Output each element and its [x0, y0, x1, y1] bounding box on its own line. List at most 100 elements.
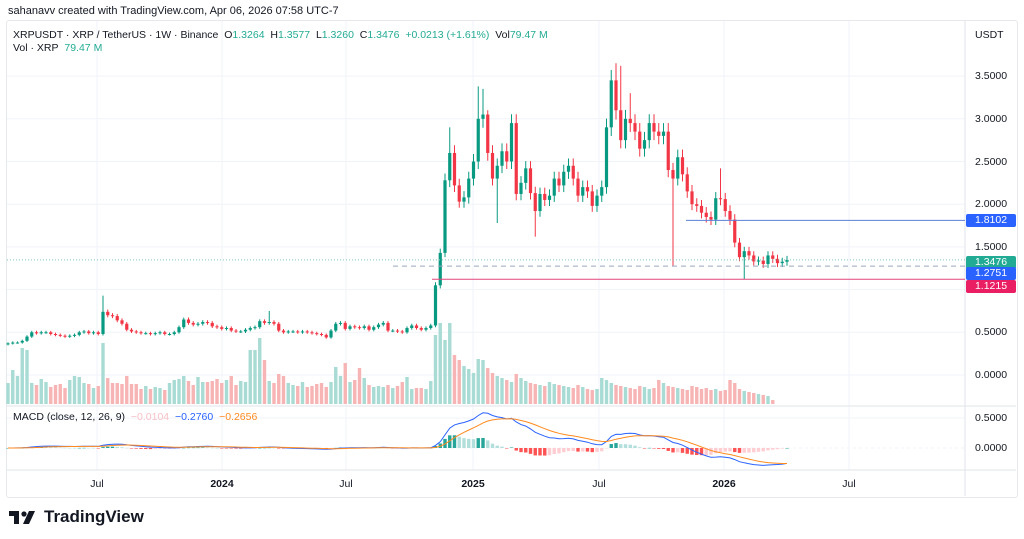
volume-bar — [20, 348, 24, 404]
volume-bar — [82, 383, 86, 404]
candle — [376, 324, 381, 328]
candle — [638, 131, 642, 149]
macd-histogram-bar — [676, 448, 680, 453]
candle — [538, 193, 542, 212]
open-value: 1.3264 — [232, 29, 265, 41]
macd-histogram-bar — [68, 447, 72, 449]
volume-bar — [457, 360, 461, 404]
currency-unit[interactable]: USDT — [975, 29, 1004, 41]
candle — [676, 157, 680, 179]
candle — [628, 118, 632, 124]
candle — [657, 131, 661, 136]
volume-bar — [614, 385, 618, 404]
macd-histogram-bar — [742, 448, 746, 453]
candle — [343, 322, 347, 329]
macd-histogram-bar — [457, 436, 461, 448]
volume-bar — [262, 360, 267, 404]
volume-bar — [737, 389, 742, 404]
candle — [348, 326, 352, 329]
volume-bar — [571, 388, 575, 404]
volume-bar — [25, 350, 29, 404]
macd-histogram-bar — [49, 447, 53, 448]
macd-histogram-bar — [709, 448, 713, 455]
volume-bar — [277, 374, 281, 404]
macd-histogram-bar — [220, 448, 224, 449]
volume-bar — [509, 382, 514, 404]
volume-bar — [619, 386, 623, 404]
volume-bar — [34, 385, 39, 404]
macd-histogram-bar — [134, 448, 138, 449]
chart-frame — [6, 20, 1018, 498]
volume-bar — [15, 376, 20, 404]
candle — [329, 330, 333, 338]
macd-histogram-bar — [780, 448, 784, 449]
candle — [476, 118, 480, 162]
candle — [315, 333, 319, 335]
candle — [91, 332, 96, 334]
candle — [419, 328, 423, 330]
price-tick-label: 3.0000 — [975, 112, 1008, 125]
volume-bar — [286, 383, 290, 404]
candle — [15, 342, 20, 344]
volume-bar — [53, 385, 58, 404]
macd-histogram-bar — [191, 447, 195, 449]
volume-bar — [609, 383, 613, 404]
macd-histogram-bar — [756, 448, 761, 452]
change-value: +0.0213 (+1.61%) — [405, 29, 490, 41]
volume-bar — [766, 396, 770, 404]
macd-histogram-bar — [761, 448, 765, 452]
candle — [747, 251, 751, 256]
volume-bar — [243, 382, 248, 404]
candle — [224, 328, 229, 330]
macd-histogram-bar — [576, 448, 580, 452]
candle — [481, 114, 485, 119]
macd-label[interactable]: MACD (close, 12, 26, 9) — [13, 411, 126, 423]
macd-histogram-bar — [557, 448, 561, 454]
macd-histogram-bar — [505, 448, 509, 449]
volume-bar — [600, 378, 604, 404]
volume-bar — [115, 383, 119, 404]
candle — [353, 326, 357, 328]
price-label: 1.8102 — [966, 214, 1016, 227]
macd-histogram-bar — [476, 438, 480, 448]
volume-bar — [186, 381, 191, 404]
candle — [452, 152, 457, 186]
volume-bar — [68, 380, 72, 404]
volume-bar — [224, 380, 229, 404]
macd-histogram-bar — [334, 447, 338, 449]
volume-bar — [291, 385, 295, 404]
candle — [552, 178, 556, 196]
macd-histogram-bar — [528, 448, 533, 454]
candle — [742, 251, 746, 258]
volume-bar — [519, 378, 523, 404]
volume-bar — [552, 384, 556, 404]
volume-bar — [49, 387, 53, 404]
macd-histogram-bar — [448, 435, 452, 448]
volume-bar — [490, 373, 495, 404]
volume-bar — [581, 387, 585, 404]
volume-bar — [676, 388, 680, 404]
candle — [196, 323, 200, 325]
volume-bar — [96, 386, 100, 404]
candle — [505, 151, 509, 162]
volume-bar — [733, 383, 737, 404]
candle — [163, 332, 167, 335]
candle — [87, 331, 91, 334]
candle — [205, 322, 210, 324]
macd-histogram-bar — [619, 444, 623, 448]
candle — [248, 328, 252, 330]
macd-histogram-bar — [224, 448, 229, 449]
candle — [167, 334, 172, 336]
volume-bar — [657, 380, 661, 404]
candle — [737, 242, 742, 258]
time-tick-label: 2024 — [210, 478, 234, 490]
volume-bar — [367, 385, 371, 404]
candle — [733, 219, 737, 243]
volume-bar — [182, 376, 186, 404]
candle — [443, 180, 447, 253]
volume-label[interactable]: Vol · XRP — [13, 42, 59, 54]
candle — [234, 330, 238, 332]
symbol-name[interactable]: XRPUSDT · XRP / TetherUS · 1W · Binance — [13, 29, 219, 41]
volume-bar — [723, 390, 727, 404]
